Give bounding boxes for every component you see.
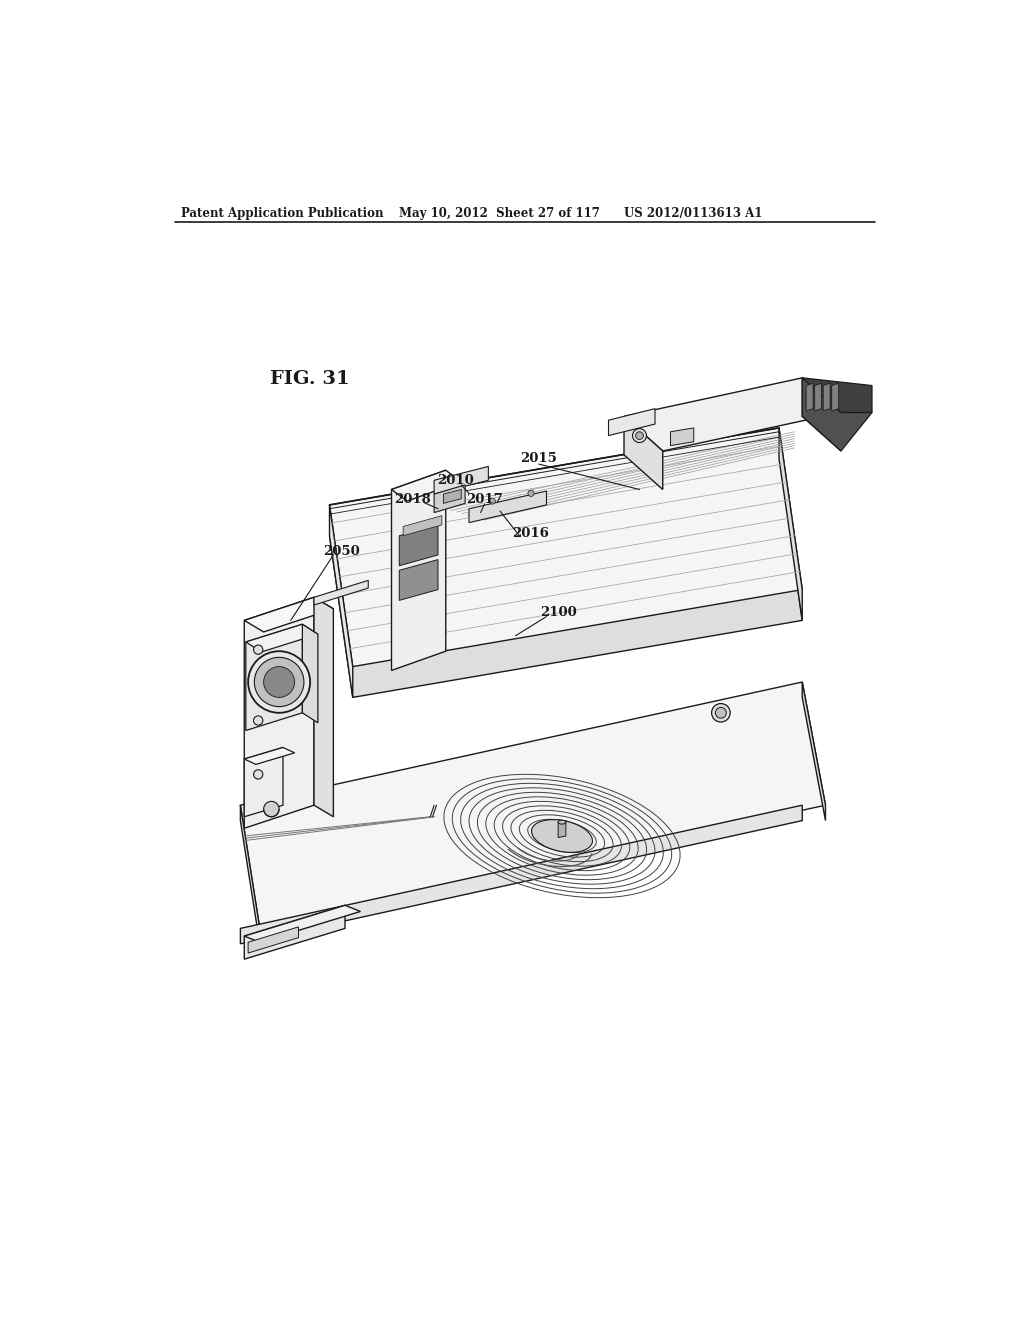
Text: Patent Application Publication: Patent Application Publication [180,207,383,220]
Text: US 2012/0113613 A1: US 2012/0113613 A1 [624,207,763,220]
Polygon shape [245,906,345,960]
Polygon shape [246,624,302,730]
Polygon shape [330,428,802,667]
Text: FIG. 31: FIG. 31 [270,371,349,388]
Ellipse shape [531,820,593,853]
Polygon shape [245,747,283,817]
Polygon shape [399,560,438,601]
Polygon shape [434,484,465,512]
Polygon shape [815,383,821,411]
Polygon shape [779,428,802,620]
Polygon shape [671,428,693,446]
Polygon shape [802,682,825,821]
Ellipse shape [558,820,566,824]
Circle shape [254,645,263,655]
Polygon shape [248,927,299,953]
Polygon shape [624,416,663,490]
Polygon shape [831,383,839,411]
Circle shape [254,715,263,725]
Polygon shape [314,598,334,817]
Polygon shape [246,624,317,652]
Polygon shape [624,378,841,451]
Polygon shape [330,506,352,697]
Text: 2016: 2016 [513,527,550,540]
Polygon shape [241,805,802,944]
Polygon shape [802,378,841,451]
Polygon shape [245,906,360,942]
Circle shape [528,490,535,496]
Circle shape [254,770,263,779]
Polygon shape [806,383,813,411]
Polygon shape [443,490,461,503]
Text: 2018: 2018 [394,492,431,506]
Text: 2100: 2100 [540,606,577,619]
Polygon shape [608,409,655,436]
Polygon shape [241,805,260,944]
Circle shape [254,657,304,706]
Polygon shape [302,624,317,723]
Text: 2015: 2015 [520,453,557,465]
Polygon shape [469,491,547,523]
Circle shape [489,498,496,504]
Text: 2050: 2050 [323,545,359,557]
Polygon shape [330,459,802,697]
Polygon shape [241,682,825,928]
Text: May 10, 2012  Sheet 27 of 117: May 10, 2012 Sheet 27 of 117 [399,207,600,220]
Circle shape [636,432,643,440]
Polygon shape [391,470,445,671]
Polygon shape [314,581,369,605]
Polygon shape [558,821,566,838]
Circle shape [716,708,726,718]
Polygon shape [802,378,872,412]
Circle shape [263,801,280,817]
Circle shape [248,651,310,713]
Text: 2017: 2017 [466,492,503,506]
Circle shape [712,704,730,722]
Polygon shape [245,598,314,829]
Circle shape [633,429,646,442]
Polygon shape [823,383,830,411]
Polygon shape [399,525,438,566]
Polygon shape [245,598,334,632]
Polygon shape [391,470,461,502]
Polygon shape [403,516,442,536]
Polygon shape [434,466,488,494]
Polygon shape [245,747,295,764]
Text: 2010: 2010 [436,474,473,487]
Circle shape [263,667,295,697]
Polygon shape [802,378,872,451]
